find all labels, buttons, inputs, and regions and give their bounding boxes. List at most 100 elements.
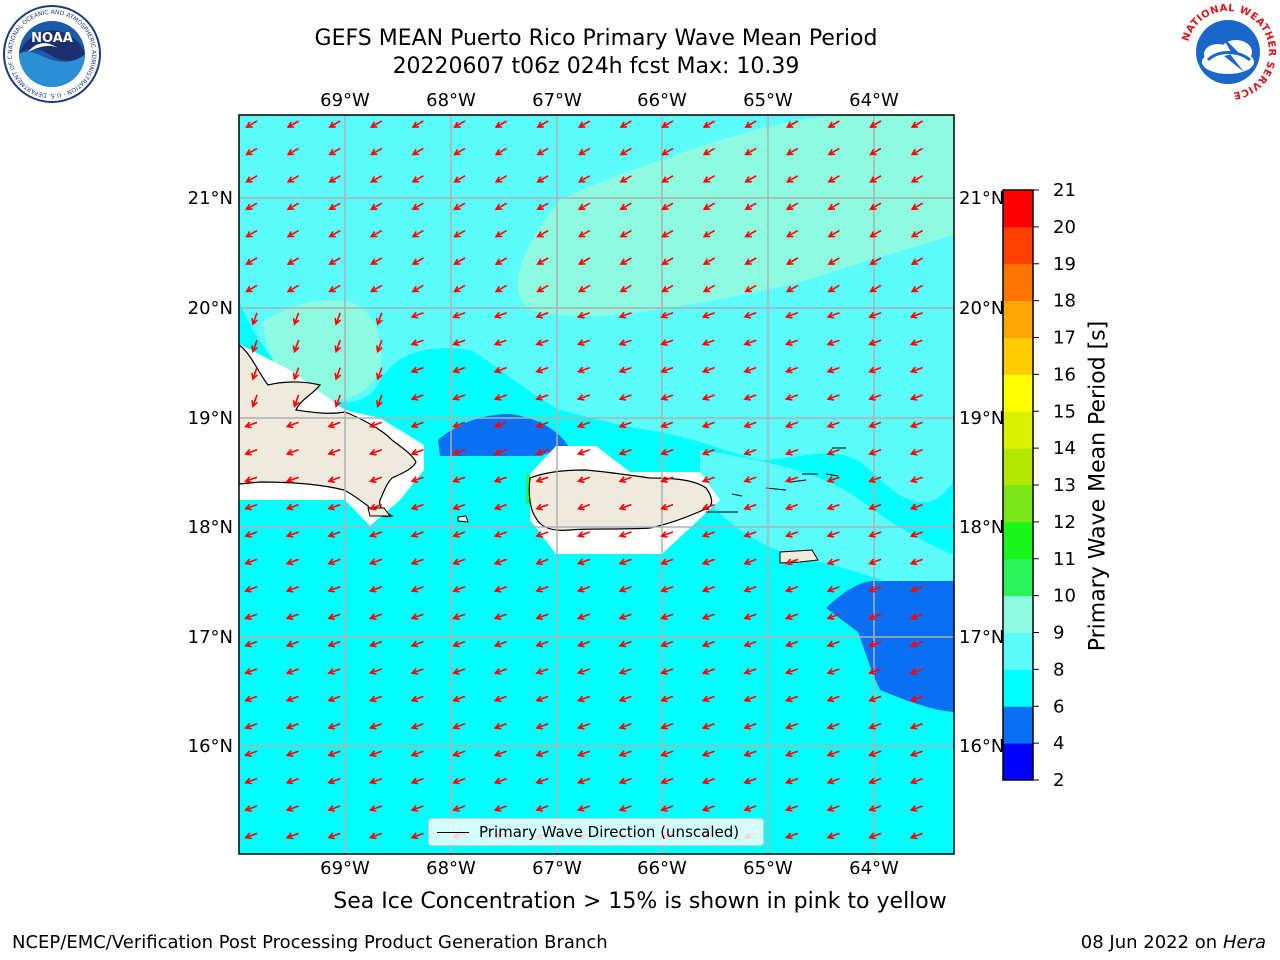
wave-arrow: [660, 394, 674, 401]
lon-label-top: 68°W: [426, 90, 476, 111]
wave-arrow: [452, 366, 466, 374]
wave-arrow: [618, 503, 632, 511]
wave-arrow: [368, 476, 383, 483]
wave-arrow: [910, 147, 923, 156]
wave-arrow: [452, 448, 466, 456]
wave-arrow: [327, 777, 341, 785]
wave-arrow: [910, 202, 923, 211]
wave-arrow: [910, 120, 923, 128]
wave-arrow: [701, 805, 715, 812]
wave-arrow: [784, 640, 799, 648]
wave-arrow: [285, 777, 299, 785]
lon-label-bottom: 67°W: [532, 858, 582, 879]
footer-left: NCEP/EMC/Verification Post Processing Pr…: [12, 932, 608, 953]
wave-arrow: [493, 805, 507, 812]
nws-logo: NATIONAL WEATHER SERVICE: [1180, 3, 1277, 101]
wave-arrow: [410, 805, 424, 812]
wave-arrow: [285, 640, 299, 648]
wave-arrow: [826, 722, 840, 730]
wave-arrow: [785, 175, 799, 183]
wave-arrow: [660, 558, 674, 566]
wave-arrow: [327, 722, 341, 730]
lat-label-right: 17°N: [959, 627, 1004, 648]
wave-arrow: [244, 832, 258, 840]
wave-arrow: [661, 229, 674, 238]
wave-arrow: [743, 640, 757, 648]
colorbar-segment: [1003, 706, 1033, 744]
wave-arrow: [701, 668, 715, 675]
wave-arrow: [577, 147, 591, 156]
lat-label-left: 17°N: [188, 627, 233, 648]
wave-arrow: [743, 366, 757, 374]
wave-arrow: [660, 531, 674, 538]
wave-arrow: [410, 366, 424, 374]
wave-arrow: [535, 394, 549, 401]
wave-arrow: [827, 147, 840, 156]
wave-arrow: [368, 805, 383, 812]
wave-arrow: [334, 339, 342, 354]
wave-arrow: [743, 668, 757, 675]
wave-arrow: [660, 640, 674, 648]
lon-label-top: 64°W: [849, 90, 899, 111]
wave-arrow: [368, 695, 383, 703]
wave-arrow: [701, 558, 715, 566]
lon-label-top: 67°W: [532, 90, 582, 111]
wave-arrow: [660, 750, 674, 757]
wave-arrow: [869, 202, 882, 211]
wave-arrow: [576, 640, 591, 648]
colorbar-tick-label: 11: [1053, 549, 1076, 570]
wave-arrow: [784, 311, 799, 319]
wave-arrow: [618, 585, 632, 593]
wave-arrow: [535, 695, 549, 703]
wave-arrow: [493, 695, 507, 703]
wave-arrow: [868, 805, 882, 812]
wave-arrow: [868, 668, 882, 675]
colorbar-segment: [1003, 595, 1033, 634]
wave-arrow: [285, 805, 299, 812]
wave-arrow: [376, 394, 383, 408]
wave-arrow: [327, 476, 341, 483]
wave-arrow: [576, 311, 591, 319]
wave-arrow: [286, 175, 299, 183]
wave-arrow: [701, 503, 715, 511]
wave-arrow: [368, 421, 383, 429]
wave-arrow: [244, 805, 258, 812]
wave-arrow: [251, 312, 258, 326]
wave-arrow: [702, 202, 715, 211]
wave-arrow: [535, 311, 549, 319]
wave-arrow: [494, 202, 507, 211]
wave-arrow: [618, 339, 632, 346]
wave-arrow: [660, 311, 674, 319]
wave-arrow: [245, 147, 258, 156]
wave-arrow: [244, 722, 258, 730]
wave-arrow: [577, 120, 591, 128]
wave-arrow: [744, 147, 757, 156]
wave-arrow: [285, 503, 299, 511]
wave-arrow: [702, 147, 715, 156]
wave-arrow: [576, 476, 591, 483]
wave-arrow: [410, 777, 424, 785]
wave-arrow: [661, 257, 674, 265]
wave-arrow: [784, 448, 799, 456]
wave-arrow: [285, 558, 299, 566]
wave-arrow: [868, 366, 882, 374]
wave-arrow: [784, 503, 799, 511]
wave-arrow: [535, 613, 549, 620]
wave-arrow: [618, 476, 632, 483]
wave-arrow: [701, 476, 715, 483]
wave-arrow: [743, 777, 757, 785]
wave-arrow: [245, 257, 258, 265]
wave-arrow: [909, 750, 923, 757]
wave-arrow: [328, 229, 341, 238]
field-8-9-south: [700, 450, 954, 610]
wave-arrow: [410, 311, 424, 319]
wave-arrow: [868, 448, 882, 456]
wave-arrow: [660, 339, 674, 346]
wave-arrow: [618, 640, 632, 648]
wave-arrow: [909, 503, 923, 511]
wave-arrow: [618, 421, 632, 429]
wave-arrow: [701, 695, 715, 703]
wave-arrow: [701, 585, 715, 593]
wave-arrow: [493, 448, 507, 456]
cuba-east-land: [779, 549, 819, 564]
